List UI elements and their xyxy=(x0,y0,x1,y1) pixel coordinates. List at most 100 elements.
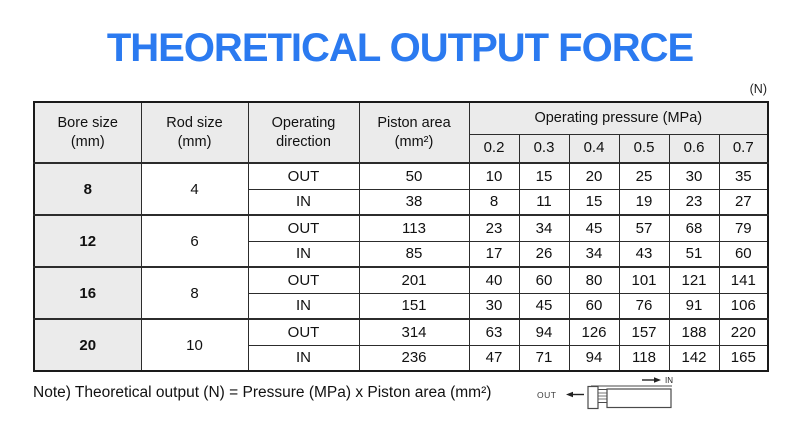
rod-size-cell: 6 xyxy=(140,214,249,268)
force-cell: 17 xyxy=(468,240,520,268)
force-cell: 94 xyxy=(518,318,570,346)
force-cell: 80 xyxy=(568,266,620,294)
force-cell: 63 xyxy=(468,318,520,346)
cylinder-body xyxy=(587,385,672,410)
force-cell: 35 xyxy=(718,162,769,190)
force-cell: 10 xyxy=(468,162,520,190)
table-row: IN 85 17 26 34 43 51 60 xyxy=(34,240,769,268)
force-cell: 15 xyxy=(568,188,620,216)
force-cell: 15 xyxy=(518,162,570,190)
force-cell: 19 xyxy=(618,188,670,216)
header-operating-pressure: Operating pressure (MPa) xyxy=(468,101,769,135)
direction-cell: OUT xyxy=(247,266,360,294)
header-pressure-0.3: 0.3 xyxy=(518,133,570,164)
force-cell: 11 xyxy=(518,188,570,216)
header-pressure-0.4: 0.4 xyxy=(568,133,620,164)
force-cell: 141 xyxy=(718,266,769,294)
table-row: IN 151 30 45 60 76 91 106 xyxy=(34,292,769,320)
header-row-main: Bore size (mm) Rod size (mm) Operating d… xyxy=(33,101,769,164)
bore-size-cell: 20 xyxy=(33,318,142,372)
force-cell: 126 xyxy=(568,318,620,346)
bore-size-cell: 8 xyxy=(33,162,142,216)
header-pressure-0.2: 0.2 xyxy=(468,133,520,164)
table-row: 12 6 OUT 113 23 34 45 57 68 79 xyxy=(33,214,769,268)
out-label: OUT xyxy=(537,390,556,400)
direction-cell: OUT xyxy=(247,162,360,190)
direction-cell: IN xyxy=(247,240,360,268)
header-pressure-0.7: 0.7 xyxy=(718,133,769,164)
force-cell: 45 xyxy=(518,292,570,320)
in-arrow-icon: IN xyxy=(642,376,673,385)
force-cell: 57 xyxy=(618,214,670,242)
table-row: IN 236 47 71 94 118 142 165 xyxy=(34,344,769,372)
force-cell: 30 xyxy=(468,292,520,320)
direction-cell: IN xyxy=(247,292,360,320)
force-cell: 68 xyxy=(668,214,720,242)
force-cell: 165 xyxy=(718,344,769,372)
force-cell: 43 xyxy=(618,240,670,268)
piston-area-cell: 85 xyxy=(358,240,470,268)
direction-cell: OUT xyxy=(247,318,360,346)
force-cell: 94 xyxy=(568,344,620,372)
force-cell: 157 xyxy=(618,318,670,346)
force-cell: 40 xyxy=(468,266,520,294)
theoretical-output-force-table: Bore size (mm) Rod size (mm) Operating d… xyxy=(33,101,770,372)
force-cell: 220 xyxy=(718,318,769,346)
rod-size-cell: 8 xyxy=(140,266,249,320)
bore-size-cell: 12 xyxy=(33,214,142,268)
in-label: IN xyxy=(665,376,673,385)
force-cell: 8 xyxy=(468,188,520,216)
table-row: 20 10 OUT 314 63 94 126 157 188 220 xyxy=(33,318,769,372)
force-cell: 26 xyxy=(518,240,570,268)
force-cell: 142 xyxy=(668,344,720,372)
out-arrow-icon: OUT xyxy=(537,390,584,400)
piston-area-cell: 113 xyxy=(358,214,470,242)
force-cell: 23 xyxy=(468,214,520,242)
bore-size-cell: 16 xyxy=(33,266,142,320)
table-row: 16 8 OUT 201 40 60 80 101 121 141 xyxy=(33,266,769,320)
header-operating-direction: Operating direction xyxy=(247,101,360,164)
force-cell: 71 xyxy=(518,344,570,372)
force-cell: 23 xyxy=(668,188,720,216)
unit-label: (N) xyxy=(749,82,767,96)
force-cell: 47 xyxy=(468,344,520,372)
direction-cell: IN xyxy=(247,188,360,216)
piston-area-cell: 201 xyxy=(358,266,470,294)
header-piston-area: Piston area (mm²) xyxy=(358,101,470,164)
piston-area-cell: 38 xyxy=(358,188,470,216)
force-cell: 188 xyxy=(668,318,720,346)
force-cell: 60 xyxy=(568,292,620,320)
force-cell: 45 xyxy=(568,214,620,242)
piston-area-cell: 151 xyxy=(358,292,470,320)
piston-area-cell: 314 xyxy=(358,318,470,346)
force-cell: 34 xyxy=(568,240,620,268)
page-title: THEORETICAL OUTPUT FORCE xyxy=(106,26,694,70)
force-cell: 106 xyxy=(718,292,769,320)
header-rod-size: Rod size (mm) xyxy=(140,101,249,164)
direction-cell: IN xyxy=(247,344,360,372)
piston-area-cell: 50 xyxy=(358,162,470,190)
cylinder-diagram: IN OUT xyxy=(537,376,673,410)
header-pressure-0.5: 0.5 xyxy=(618,133,670,164)
force-cell: 51 xyxy=(668,240,720,268)
force-cell: 91 xyxy=(668,292,720,320)
force-cell: 118 xyxy=(618,344,670,372)
header-bore-size: Bore size (mm) xyxy=(33,101,142,164)
force-cell: 121 xyxy=(668,266,720,294)
table-row: 8 4 OUT 50 10 15 20 25 30 35 xyxy=(33,162,769,216)
force-cell: 76 xyxy=(618,292,670,320)
force-cell: 25 xyxy=(618,162,670,190)
header-row-pressures: 0.2 0.3 0.4 0.5 0.6 0.7 xyxy=(34,133,769,164)
force-cell: 20 xyxy=(568,162,620,190)
rod-size-cell: 10 xyxy=(140,318,249,372)
force-cell: 60 xyxy=(518,266,570,294)
force-cell: 101 xyxy=(618,266,670,294)
header-pressure-0.6: 0.6 xyxy=(668,133,720,164)
footnote: Note) Theoretical output (N) = Pressure … xyxy=(33,384,492,401)
piston-area-cell: 236 xyxy=(358,344,470,372)
direction-cell: OUT xyxy=(247,214,360,242)
force-cell: 30 xyxy=(668,162,720,190)
force-cell: 60 xyxy=(718,240,769,268)
force-cell: 34 xyxy=(518,214,570,242)
